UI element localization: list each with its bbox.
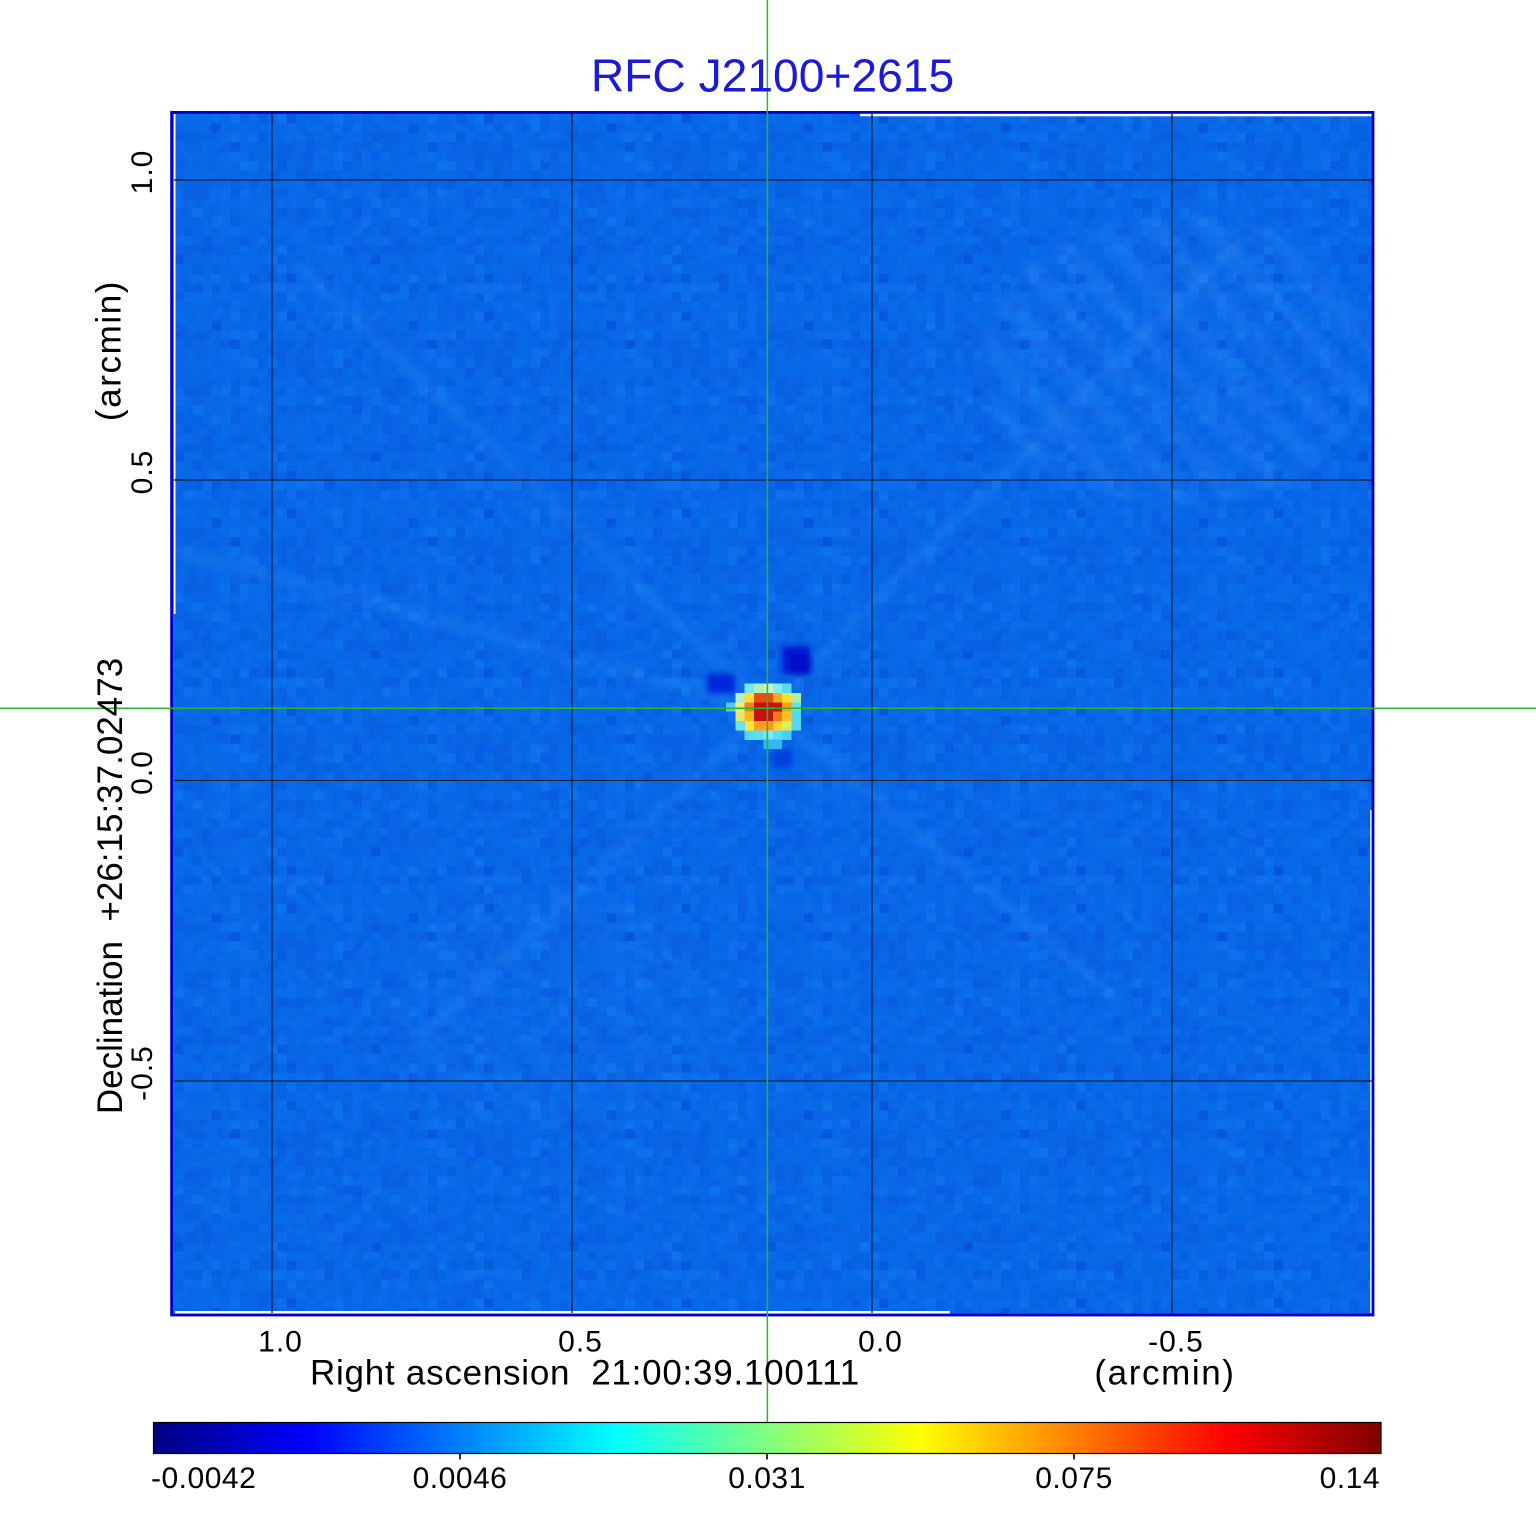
svg-text:-0.5: -0.5 [126,1045,159,1101]
svg-text:0.075: 0.075 [1035,1462,1113,1495]
svg-text:1.0: 1.0 [258,1326,303,1359]
svg-text:-0.0042: -0.0042 [151,1462,256,1495]
svg-text:(arcmin): (arcmin) [1094,1354,1235,1393]
svg-text:-0.5: -0.5 [1148,1326,1204,1359]
svg-text:0.5: 0.5 [126,450,159,495]
svg-text:Right ascension 21:00:39.1001: Right ascension 21:00:39.100111 [310,1354,860,1393]
svg-text:0.5: 0.5 [558,1326,603,1359]
svg-text:0.14: 0.14 [1320,1462,1380,1495]
svg-text:Declination +26:15:37.02473: Declination +26:15:37.02473 [91,658,130,1114]
svg-text:0.0: 0.0 [858,1326,903,1359]
svg-text:1.0: 1.0 [126,150,159,195]
svg-text:RFC J2100+2615: RFC J2100+2615 [591,50,954,102]
svg-text:0.0046: 0.0046 [413,1462,508,1495]
svg-text:(arcmin): (arcmin) [89,280,128,421]
svg-text:0.0: 0.0 [126,750,159,795]
svg-text:0.031: 0.031 [728,1462,806,1495]
